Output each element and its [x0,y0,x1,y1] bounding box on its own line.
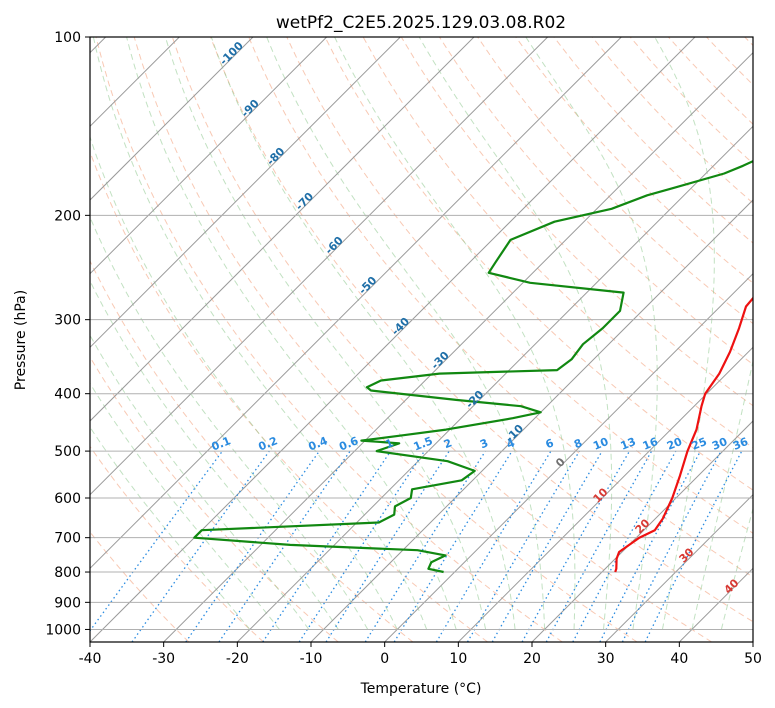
x-tick-label: 30 [597,651,615,667]
isotherm [384,272,753,642]
y-tick-label: 400 [54,387,81,403]
mixing-ratio-label: 3 [478,436,490,451]
x-axis-ticks: -40 -30 -20 -10 0 10 20 30 40 50 [79,642,762,667]
dry-adiabat [324,37,753,491]
moist-adiabat [654,37,715,630]
mixing-ratio-line [325,450,450,642]
y-tick-label: 300 [54,313,81,329]
moist-adiabat [90,382,280,630]
moist-adiabat [210,37,516,630]
mixing-ratio-label: 8 [572,436,584,451]
x-tick-label: 40 [670,651,688,667]
isotherm [310,199,753,642]
dry-adiabat [210,37,753,623]
isotherm [163,51,753,642]
y-axis-ticks: 100 200 300 400 500 600 700 800 900 1000 [45,30,90,638]
moist-adiabat [418,37,613,630]
dry-adiabat [248,37,753,578]
moist-adiabat [266,37,546,630]
isotherm [90,37,401,349]
mixing-ratio-label: 20 [665,435,684,453]
x-axis-label: Temperature (°C) [360,681,482,697]
x-tick-label: 20 [523,651,541,667]
moist-adiabat [90,426,251,630]
isotherm [90,37,254,201]
moist-adiabat [90,215,369,630]
x-tick-label: 50 [744,651,762,667]
temperature-line [614,296,753,573]
dry-adiabat [171,37,712,642]
mixing-ratio-label: 13 [619,435,638,453]
moist-adiabat [90,334,310,630]
chart-title: wetPf2_C2E5.2025.129.03.08.R02 [276,13,566,33]
isotherm [90,37,622,570]
mixing-ratio-label: 10 [591,435,610,453]
mixing-ratio-label: 30 [710,435,729,453]
x-tick-label: -10 [300,651,323,667]
mixing-ratio-label: 16 [641,435,660,453]
moist-adiabat [525,37,658,630]
mixing-ratio-line [599,450,702,642]
moist-adiabat [90,135,398,630]
moist-adiabat [90,279,339,630]
mixing-ratio-line [262,450,392,642]
x-tick-label: 0 [380,651,389,667]
dewpoint-line [193,159,753,574]
y-tick-label: 900 [54,595,81,611]
isotherm [90,37,328,275]
moist-adiabat [126,37,457,630]
background-lines [90,37,753,642]
y-axis-label: Pressure (hPa) [13,290,29,390]
moist-adiabat [720,506,753,630]
mixing-ratio-line [572,450,677,642]
moist-adiabat [92,37,428,630]
profile-lines [193,159,753,574]
mixing-ratio-label: 25 [690,435,709,453]
mixing-ratio-line [393,450,513,642]
y-tick-label: 700 [54,531,81,547]
mixing-ratio-label: 1 [383,436,395,451]
y-tick-label: 200 [54,208,81,224]
isotherm [90,37,696,642]
dry-adiabat [286,37,753,534]
x-tick-label: -20 [226,651,249,667]
mixing-ratio-line [298,450,425,642]
mixing-ratio-line [218,450,351,642]
isotherm [90,37,475,422]
y-tick-label: 800 [54,565,81,581]
isotherm [90,37,549,496]
dry-adiabat [90,445,264,642]
isotherm [605,493,753,642]
mixing-ratio-line [435,450,552,642]
moist-adiabat [691,358,753,630]
moist-adiabat [334,37,576,630]
mixing-ratio-line [185,450,320,642]
pressure-gridlines [90,37,753,630]
y-tick-label: 100 [54,30,81,46]
y-tick-label: 600 [54,491,81,507]
dry-adiabat [90,259,414,642]
x-tick-label: 10 [449,651,467,667]
mixing-ratio-line [364,450,486,642]
plot-frame [89,36,754,643]
mixing-ratio-line [466,450,580,642]
y-tick-label: 500 [54,444,81,460]
mixing-ratio-label: 2 [442,436,454,451]
dry-adiabat [515,37,753,284]
x-tick-label: -30 [152,651,175,667]
isotherm [457,346,753,642]
dry-adiabat [95,37,563,642]
y-tick-label: 1000 [45,622,81,638]
isotherm [236,125,753,642]
mixing-ratio-label: 36 [731,435,750,453]
moist-adiabat [164,37,487,630]
x-tick-label: -40 [79,651,102,667]
